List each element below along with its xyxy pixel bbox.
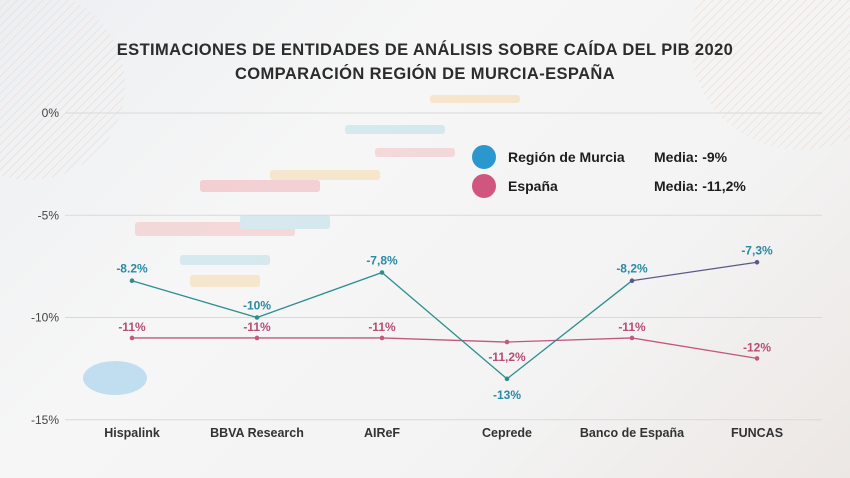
data-point-murcia (629, 278, 635, 283)
data-label-murcia: -7,3% (741, 243, 773, 257)
x-tick-label: Hispalink (104, 426, 160, 440)
data-label-murcia: -7,8% (366, 254, 398, 268)
data-label-espana: -11,2% (488, 350, 526, 364)
legend-mean-espana: Media: -11,2% (654, 178, 746, 194)
y-tick-label: -15% (31, 413, 59, 427)
data-point-espana (754, 356, 760, 361)
data-label-espana: -11% (368, 320, 396, 334)
series-line-murcia (631, 261, 758, 282)
chart-title-line-1: ESTIMACIONES DE ENTIDADES DE ANÁLISIS SO… (116, 41, 734, 59)
series-line-espana (631, 337, 758, 360)
legend-label-espana: España (508, 178, 558, 194)
series-line-murcia (131, 280, 258, 319)
chart-title-line-2: COMPARACIÓN REGIÓN DE MURCIA-ESPAÑA (234, 65, 616, 83)
x-tick-label: Banco de España (580, 426, 685, 440)
series-line-murcia (506, 280, 633, 380)
data-point-espana (129, 335, 135, 341)
data-point-murcia (379, 270, 385, 275)
y-tick-label: -10% (31, 311, 59, 325)
data-label-espana: -11% (243, 320, 271, 334)
data-label-murcia: -10% (243, 299, 271, 313)
data-point-espana (379, 335, 385, 341)
data-label-espana: -11% (118, 320, 146, 334)
data-point-murcia (129, 278, 135, 283)
series-line-espana (506, 337, 633, 343)
data-point-murcia (254, 315, 260, 320)
x-tick-label: AIReF (364, 426, 400, 440)
legend-dot-murcia (472, 145, 496, 169)
legend-item-espana: España Media: -11,2% (472, 174, 746, 198)
x-tick-label: BBVA Research (210, 426, 304, 440)
x-tick-label: FUNCAS (731, 426, 783, 440)
y-tick-label: 0% (42, 106, 60, 120)
series-line-murcia (256, 271, 383, 319)
legend-label-murcia: Región de Murcia (508, 149, 625, 165)
series-line-murcia (381, 272, 508, 380)
data-point-murcia (754, 259, 760, 265)
data-point-murcia (504, 376, 510, 382)
x-tick-label: Ceprede (482, 426, 532, 440)
legend-item-murcia: Región de Murcia Media: -9% (472, 145, 727, 169)
data-label-murcia: -13% (493, 388, 521, 402)
data-label-murcia: -8,2% (616, 262, 648, 276)
data-label-espana: -12% (743, 340, 771, 354)
y-tick-label: -5% (38, 208, 60, 222)
legend-dot-espana (472, 174, 496, 198)
series-line-espana (381, 337, 508, 343)
data-point-espana (629, 335, 635, 341)
chart-title: ESTIMACIONES DE ENTIDADES DE ANÁLISIS SO… (0, 38, 850, 86)
legend-mean-murcia: Media: -9% (654, 149, 728, 165)
data-point-espana (504, 339, 510, 345)
data-label-murcia: -8.2% (116, 262, 148, 276)
data-label-espana: -11% (618, 320, 646, 334)
data-point-espana (254, 335, 260, 341)
